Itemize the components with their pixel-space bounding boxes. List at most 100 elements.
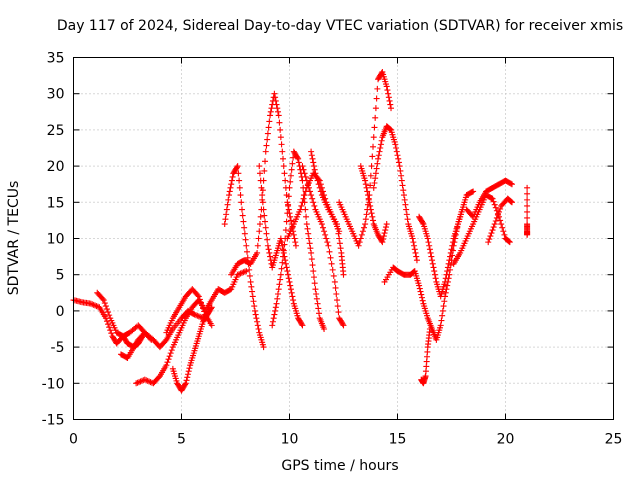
- data-point: [236, 271, 243, 278]
- data-point: [235, 170, 242, 177]
- data-point: [301, 192, 308, 199]
- data-point: [167, 350, 174, 357]
- data-point: [380, 233, 387, 240]
- data-point: [185, 368, 192, 375]
- data-point: [441, 298, 448, 305]
- data-point: [146, 378, 153, 385]
- data-point: [356, 239, 363, 246]
- data-point: [308, 256, 315, 263]
- x-tick-label: 15: [389, 432, 407, 448]
- data-point: [294, 154, 301, 161]
- data-point: [285, 271, 292, 278]
- data-point: [236, 177, 243, 184]
- data-point: [379, 239, 386, 246]
- data-point: [311, 280, 318, 287]
- data-point: [148, 336, 155, 343]
- data-point: [282, 227, 289, 234]
- data-point: [326, 248, 333, 255]
- data-point: [280, 247, 287, 254]
- series-sat-d: [133, 268, 250, 387]
- data-point: [272, 97, 279, 104]
- data-point: [499, 224, 506, 231]
- data-point: [260, 344, 267, 351]
- data-point: [251, 307, 258, 314]
- data-point: [377, 141, 384, 148]
- data-point: [259, 192, 266, 199]
- data-point: [429, 260, 436, 267]
- data-point: [364, 192, 371, 199]
- data-point: [138, 334, 145, 341]
- data-point: [302, 173, 309, 180]
- data-point: [292, 242, 299, 249]
- data-point: [313, 295, 320, 302]
- data-point: [279, 259, 286, 266]
- data-point: [243, 268, 250, 275]
- data-point: [275, 112, 282, 119]
- data-point: [386, 125, 393, 132]
- data-point: [493, 214, 500, 221]
- data-point: [182, 381, 189, 388]
- data-point: [286, 278, 293, 285]
- data-point: [280, 246, 287, 253]
- data-point: [103, 318, 110, 325]
- data-point: [393, 145, 400, 151]
- data-point: [507, 198, 514, 205]
- data-point: [331, 278, 338, 285]
- data-point: [274, 105, 281, 112]
- data-point: [413, 253, 420, 260]
- data-point: [316, 184, 323, 191]
- data-point: [317, 188, 324, 195]
- data-point: [470, 188, 477, 195]
- data-point: [165, 356, 172, 363]
- data-point: [367, 206, 374, 213]
- data-point: [250, 298, 257, 305]
- data-point: [362, 181, 369, 188]
- data-point: [449, 239, 456, 246]
- x-tick-label: 20: [497, 432, 515, 448]
- data-point: [242, 236, 249, 243]
- data-point: [274, 108, 281, 115]
- data-point: [223, 211, 230, 218]
- data-point: [271, 90, 278, 97]
- data-point: [497, 217, 504, 224]
- data-points: [70, 68, 531, 394]
- data-point: [372, 114, 379, 121]
- data-point: [367, 172, 374, 179]
- data-point: [105, 309, 112, 316]
- x-axis-label: GPS time / hours: [281, 458, 398, 474]
- data-point: [266, 118, 273, 125]
- data-point: [321, 326, 328, 332]
- data-point: [299, 163, 306, 170]
- data-point: [496, 208, 503, 215]
- data-point: [310, 163, 317, 170]
- data-point: [358, 231, 365, 238]
- data-point: [89, 301, 96, 308]
- data-point: [380, 236, 387, 243]
- data-point: [419, 219, 426, 226]
- data-point: [426, 246, 433, 253]
- data-point: [237, 192, 244, 199]
- data-point: [243, 242, 250, 249]
- data-point: [87, 300, 94, 307]
- data-point: [449, 242, 456, 249]
- data-point: [272, 304, 279, 311]
- data-point: [288, 289, 295, 296]
- data-point: [301, 170, 308, 177]
- series-sat-e: [169, 304, 215, 394]
- data-point: [241, 268, 248, 275]
- data-point: [375, 152, 382, 159]
- data-point: [387, 101, 394, 108]
- series-sat-w: [524, 184, 531, 238]
- data-point: [373, 165, 380, 172]
- data-point: [291, 235, 298, 242]
- data-point: [254, 322, 261, 329]
- data-point: [199, 302, 206, 309]
- data-point: [409, 235, 416, 242]
- data-point: [398, 177, 405, 184]
- data-point: [99, 295, 106, 302]
- data-point: [401, 196, 408, 203]
- series-sat-p: [370, 123, 420, 264]
- y-axis-label: SDTVAR / TECUs: [6, 181, 22, 296]
- data-point: [403, 206, 410, 213]
- data-point: [238, 206, 245, 213]
